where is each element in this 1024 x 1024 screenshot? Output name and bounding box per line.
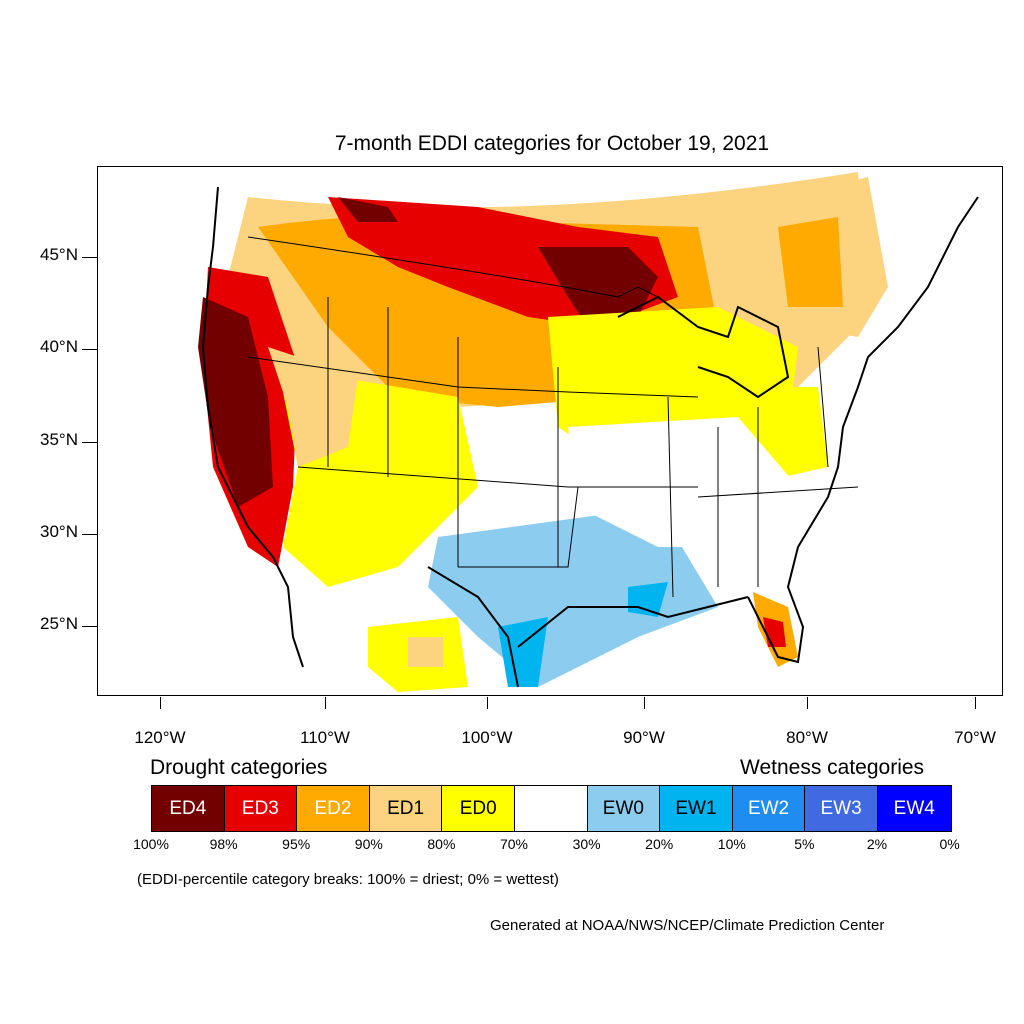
lon-tick [807, 697, 808, 709]
percentile-label: 80% [427, 836, 456, 852]
legend-swatch-ew3: EW3 [805, 786, 878, 831]
lon-tick [644, 697, 645, 709]
lat-label-25: 25°N [40, 614, 78, 633]
region-ed1-texas [408, 637, 443, 667]
percentile-label: 90% [354, 836, 383, 852]
percentile-label: 0% [939, 836, 960, 852]
percentile-label: 30% [572, 836, 601, 852]
lat-tick [82, 349, 97, 350]
legend-swatch-normal [514, 786, 588, 831]
eddi-shading [198, 172, 888, 692]
coastlines [201, 186, 979, 688]
map-canvas [198, 172, 979, 692]
legend-swatch-ed4: ED4 [152, 786, 225, 831]
region-ed4-north [538, 247, 658, 327]
percentile-label: 5% [794, 836, 815, 852]
legend-swatch-ew4: EW4 [877, 786, 951, 831]
region-ed2-northeast [778, 217, 843, 307]
percentile-label: 98% [209, 836, 238, 852]
region-normal-central [568, 417, 798, 547]
lat-label-30: 30°N [40, 522, 78, 541]
legend-swatch-ed2: ED2 [297, 786, 370, 831]
percentile-label: 95% [282, 836, 311, 852]
wetness-categories-heading: Wetness categories [740, 756, 925, 779]
region-ed1-west [268, 347, 358, 467]
lat-tick [82, 442, 97, 443]
lon-tick [325, 697, 326, 709]
lon-label-70w: 70°W [954, 728, 996, 747]
percentile-label: 20% [645, 836, 674, 852]
region-ed4-west [198, 297, 273, 507]
percentile-note: (EDDI-percentile category breaks: 100% =… [137, 871, 559, 888]
legend-swatch-ed0: ED0 [442, 786, 515, 831]
lon-label-80w: 80°W [786, 728, 828, 747]
legend-swatch-ew1: EW1 [660, 786, 733, 831]
percentile-label: 70% [499, 836, 529, 852]
lat-tick [82, 626, 97, 627]
region-ew1-texas [498, 617, 548, 687]
percentile-label: 10% [717, 836, 746, 852]
lon-tick [975, 697, 976, 709]
map-title: 7-month EDDI categories for October 19, … [334, 132, 770, 155]
lon-label-90w: 90°W [623, 728, 665, 747]
lat-label-40: 40°N [40, 337, 78, 356]
legend-swatch-ew2: EW2 [732, 786, 806, 831]
legend-swatch-ed1: ED1 [369, 786, 443, 831]
eddi-map [97, 166, 1003, 696]
lon-label-110w: 110°W [300, 728, 350, 747]
lat-tick [82, 257, 97, 258]
lat-label-35: 35°N [40, 430, 78, 449]
region-ed4-north2 [338, 197, 398, 222]
percentile-label: 2% [866, 836, 888, 852]
drought-categories-heading: Drought categories [150, 756, 328, 779]
lon-label-100w: 100°W [461, 728, 513, 747]
region-ew1-gulf [628, 582, 668, 617]
percentile-label: 100% [133, 836, 169, 852]
lat-tick [82, 534, 97, 535]
credit-line: Generated at NOAA/NWS/NCEP/Climate Predi… [490, 917, 885, 934]
lon-label-120w: 120°W [134, 728, 186, 747]
legend-swatch-ed3: ED3 [224, 786, 298, 831]
lon-tick [160, 697, 161, 709]
legend-swatch-ew0: EW0 [587, 786, 661, 831]
lat-label-45: 45°N [40, 245, 78, 264]
legend-colorbar: ED4 ED3 ED2 ED1 ED0 EW0 EW1 EW2 EW3 EW4 [151, 785, 952, 832]
lon-tick [487, 697, 488, 709]
